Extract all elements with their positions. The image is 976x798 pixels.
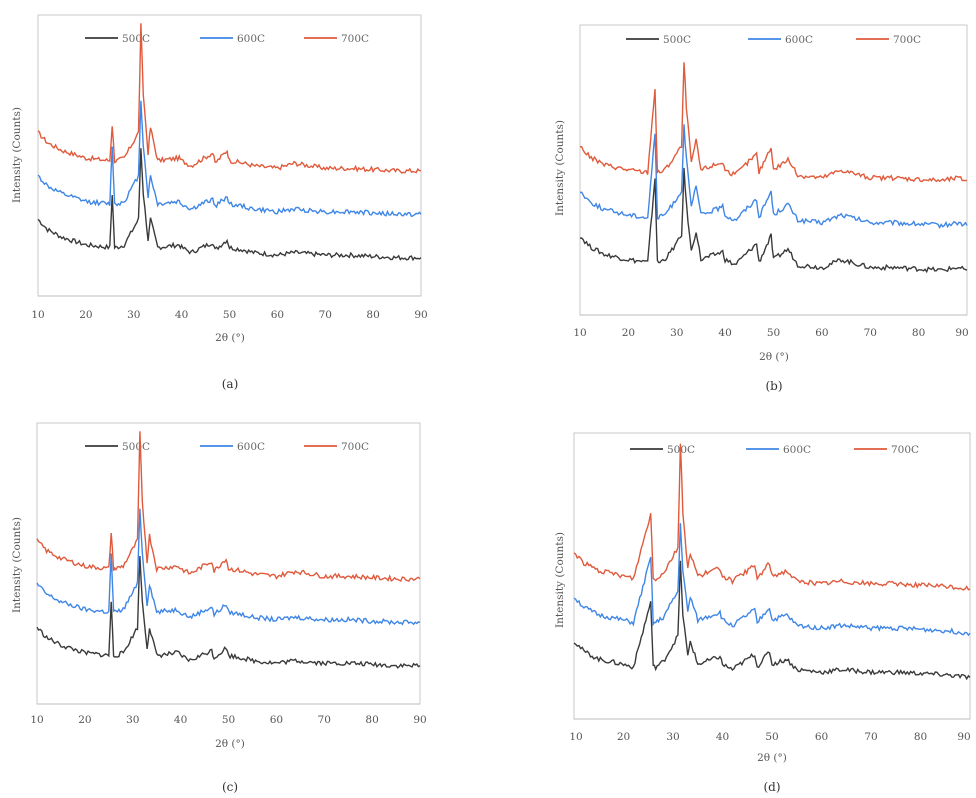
series-line-500c [36, 555, 421, 669]
x-tick-label: 90 [414, 309, 427, 321]
x-tick-label: 10 [573, 327, 586, 339]
panel-a: 500C 600C 700C 10 20 30 40 50 60 70 80 9… [11, 14, 428, 391]
legend: 500C 600C 700C [85, 33, 369, 45]
x-tick-label: 80 [914, 731, 927, 743]
x-tick-label: 90 [957, 731, 970, 743]
x-tick-label: 10 [30, 714, 43, 726]
x-tick-label: 60 [270, 714, 283, 726]
x-tick-label: 10 [569, 731, 582, 743]
x-tick-labels: 10 20 30 40 50 60 70 80 90 [30, 714, 426, 726]
x-tick-label: 30 [127, 309, 140, 321]
series-line-700c [37, 23, 422, 174]
x-tick-label: 70 [318, 714, 331, 726]
series-line-700c [580, 62, 968, 183]
legend-label-500c: 500C [122, 441, 150, 453]
x-tick-label: 60 [815, 327, 828, 339]
series-line-500c [573, 560, 971, 681]
series-line-700c [36, 431, 421, 582]
y-axis-title: Intensity (Counts) [554, 532, 566, 628]
plot-frame [37, 14, 422, 297]
x-tick-label: 70 [319, 309, 332, 321]
x-tick-label: 50 [765, 731, 778, 743]
panel-caption: (b) [765, 379, 782, 393]
panel-caption: (d) [763, 780, 780, 794]
x-tick-label: 20 [617, 731, 630, 743]
legend: 500C 600C 700C [85, 441, 369, 453]
legend: 500C 600C 700C [626, 34, 921, 46]
y-axis-title: Intensity (Counts) [11, 517, 23, 613]
x-axis-title: 2θ (°) [759, 351, 789, 363]
y-axis-title: Intensity (Counts) [554, 120, 566, 216]
legend-label-600c: 600C [237, 441, 265, 453]
x-tick-label: 30 [670, 327, 683, 339]
series-line-600c [37, 100, 422, 218]
x-tick-label: 20 [78, 714, 91, 726]
x-tick-labels: 10 20 30 40 50 60 70 80 90 [569, 731, 970, 743]
x-tick-label: 80 [365, 714, 378, 726]
x-tick-label: 40 [175, 309, 188, 321]
legend-label-700c: 700C [891, 444, 919, 456]
x-tick-label: 40 [174, 714, 187, 726]
x-tick-labels: 10 20 30 40 50 60 70 80 90 [31, 309, 427, 321]
legend-label-600c: 600C [237, 33, 265, 45]
legend-label-600c: 600C [785, 34, 813, 46]
legend-label-500c: 500C [122, 33, 150, 45]
x-tick-label: 40 [716, 731, 729, 743]
panel-caption: (c) [222, 780, 238, 794]
x-tick-label: 70 [864, 731, 877, 743]
x-tick-label: 60 [815, 731, 828, 743]
x-tick-label: 40 [718, 327, 731, 339]
legend-label-700c: 700C [341, 441, 369, 453]
legend-label-500c: 500C [663, 34, 691, 46]
y-axis-title: Intensity (Counts) [11, 107, 23, 203]
series-line-500c [579, 167, 968, 274]
x-tick-label: 10 [31, 309, 44, 321]
x-tick-label: 80 [366, 309, 379, 321]
legend: 500C 600C 700C [630, 444, 919, 456]
plot-frame [36, 422, 421, 705]
x-tick-label: 80 [912, 327, 925, 339]
x-axis-title: 2θ (°) [215, 738, 245, 750]
x-tick-label: 50 [222, 714, 235, 726]
series-line-600c [573, 523, 971, 637]
series-line-700c [573, 443, 971, 591]
legend-label-700c: 700C [893, 34, 921, 46]
panel-caption: (a) [222, 377, 239, 391]
x-tick-label: 50 [767, 327, 780, 339]
x-tick-label: 90 [955, 327, 968, 339]
x-tick-label: 30 [666, 731, 679, 743]
panel-b: 500C 600C 700C 10 20 30 40 50 60 70 80 9… [554, 24, 969, 393]
x-tick-label: 70 [864, 327, 877, 339]
x-tick-label: 30 [126, 714, 139, 726]
x-axis-title: 2θ (°) [757, 752, 787, 764]
x-tick-label: 50 [223, 309, 236, 321]
x-tick-labels: 10 20 30 40 50 60 70 80 90 [573, 327, 968, 339]
legend-label-700c: 700C [341, 33, 369, 45]
x-tick-label: 20 [622, 327, 635, 339]
x-axis-title: 2θ (°) [215, 332, 245, 344]
x-tick-label: 20 [79, 309, 92, 321]
panel-c: 500C 600C 700C 10 20 30 40 50 60 70 80 9… [11, 422, 427, 794]
x-tick-label: 60 [271, 309, 284, 321]
series-line-600c [579, 124, 968, 230]
series-line-600c [36, 508, 421, 626]
series-line-500c [37, 148, 422, 262]
x-tick-label: 90 [413, 714, 426, 726]
legend-label-600c: 600C [783, 444, 811, 456]
panel-d: 500C 600C 700C 10 20 30 40 50 60 70 80 9… [554, 432, 971, 794]
